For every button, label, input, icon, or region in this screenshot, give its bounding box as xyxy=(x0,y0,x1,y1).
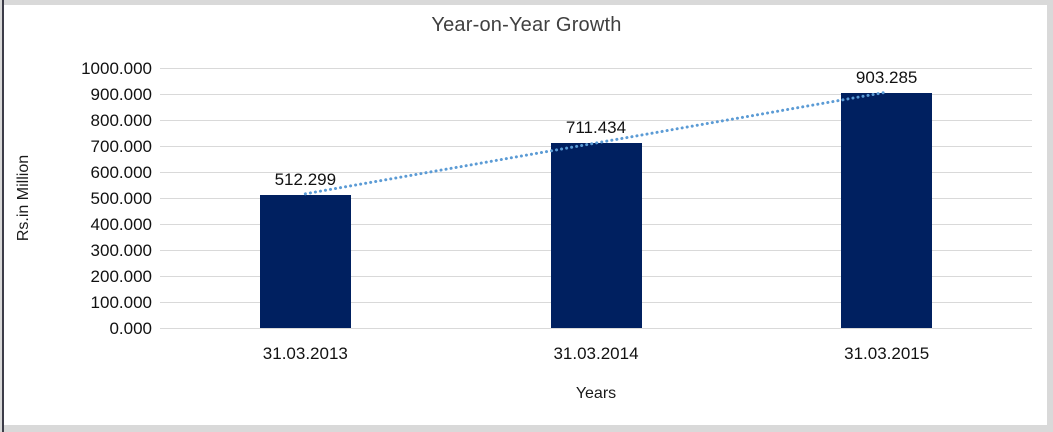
y-tick-label: 600.000 xyxy=(90,162,152,182)
frame-edge-bottom xyxy=(0,425,1053,432)
gridline xyxy=(160,68,1032,69)
y-tick-label: 1000.000 xyxy=(81,58,152,78)
y-tick-label: 400.000 xyxy=(90,214,152,234)
x-tick-label: 31.03.2013 xyxy=(262,344,348,363)
x-tick-label: 31.03.2015 xyxy=(844,344,930,363)
frame-edge-right xyxy=(1047,0,1053,432)
y-tick-label: 0.000 xyxy=(109,318,152,338)
y-tick-label: 100.000 xyxy=(90,292,152,312)
bar-value-label: 512.299 xyxy=(274,169,337,189)
bar xyxy=(550,143,642,328)
y-tick-label: 700.000 xyxy=(90,136,152,156)
gridline xyxy=(160,328,1032,329)
y-tick-label: 300.000 xyxy=(90,240,152,260)
bar-value-label: 711.434 xyxy=(565,118,627,138)
y-tick-label: 500.000 xyxy=(90,188,152,208)
y-tick-label: 900.000 xyxy=(90,84,152,104)
x-tick-label: 31.03.2014 xyxy=(553,344,639,363)
y-axis-title: Rs.in Million xyxy=(15,154,32,242)
bar xyxy=(259,194,351,328)
frame-edge-left-gray xyxy=(0,0,2,432)
y-tick-label: 200.000 xyxy=(90,266,152,286)
y-tick-label: 800.000 xyxy=(90,110,152,130)
frame-edge-left-dark xyxy=(2,0,4,432)
x-axis-title: Years xyxy=(575,385,617,402)
bar-value-label: 903.285 xyxy=(855,68,918,88)
frame-edge-top xyxy=(0,0,1053,5)
bar xyxy=(841,93,933,328)
chart-title: Year-on-Year Growth xyxy=(431,14,622,36)
